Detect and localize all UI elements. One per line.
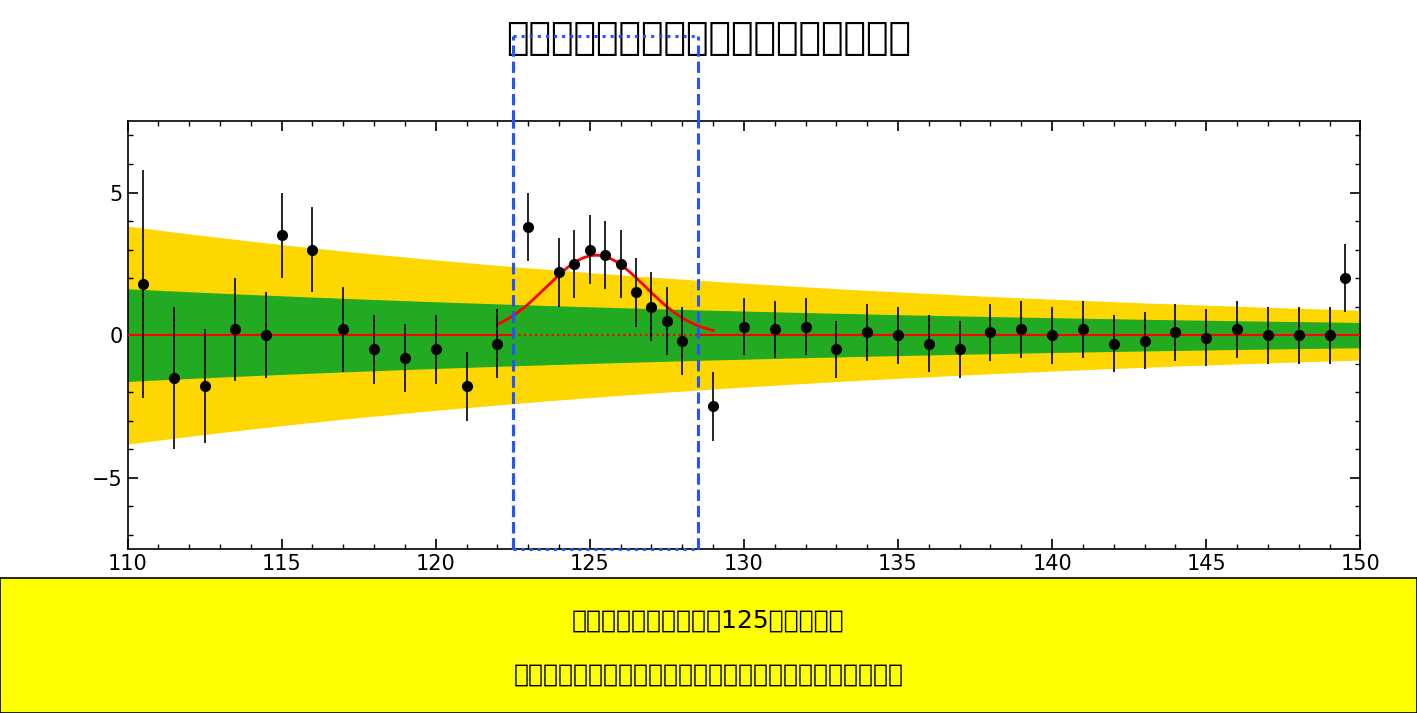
Text: ヒッグス粒子の質量は125前後のため: ヒッグス粒子の質量は125前後のため	[572, 609, 845, 633]
Text: ミューオンの生みの親がヒッグス粒子である可能性が高い: ミューオンの生みの親がヒッグス粒子である可能性が高い	[513, 663, 904, 687]
X-axis label: $\mathrm{m_{\mu\mu}}$ (GeV): $\mathrm{m_{\mu\mu}}$ (GeV)	[1170, 605, 1291, 636]
Text: ミューオンに崩壊した親粒子の質量分布: ミューオンに崩壊した親粒子の質量分布	[506, 21, 911, 57]
